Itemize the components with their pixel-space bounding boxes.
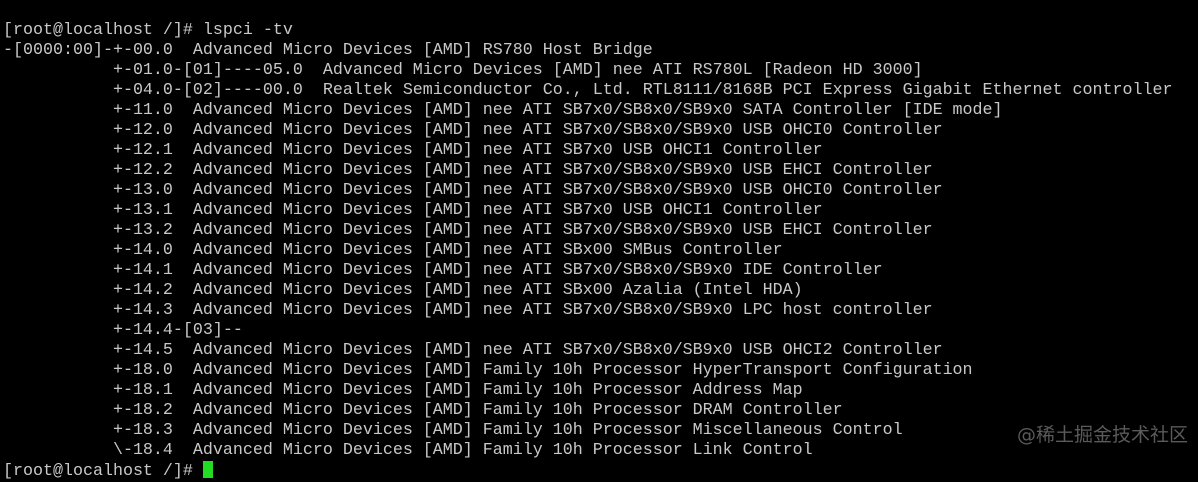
- output-line: +-18.1 Advanced Micro Devices [AMD] Fami…: [3, 381, 803, 400]
- output-line: +-14.5 Advanced Micro Devices [AMD] nee …: [3, 341, 943, 360]
- output-line: +-18.2 Advanced Micro Devices [AMD] Fami…: [3, 401, 843, 420]
- output-line: +-14.4-[03]--: [3, 321, 243, 340]
- output-line: +-11.0 Advanced Micro Devices [AMD] nee …: [3, 101, 1003, 120]
- shell-prompt: [root@localhost /]#: [3, 462, 203, 481]
- output-line: +-14.2 Advanced Micro Devices [AMD] nee …: [3, 281, 803, 300]
- watermark: @稀土掘金技术社区: [1016, 424, 1188, 446]
- output-line: +-13.1 Advanced Micro Devices [AMD] nee …: [3, 201, 823, 220]
- text-cursor: [202, 461, 213, 478]
- terminal-output[interactable]: [root@localhost /]# lspci -tv -[0000:00]-…: [3, 21, 1172, 481]
- output-line: +-04.0-[02]----00.0 Realtek Semiconducto…: [3, 81, 1173, 100]
- output-line: +-13.0 Advanced Micro Devices [AMD] nee …: [3, 181, 943, 200]
- command-line: [root@localhost /]# lspci -tv: [3, 21, 293, 40]
- output-line: +-01.0-[01]----05.0 Advanced Micro Devic…: [3, 61, 923, 80]
- prompt-line[interactable]: [root@localhost /]#: [3, 461, 1172, 481]
- output-line: +-13.2 Advanced Micro Devices [AMD] nee …: [3, 221, 933, 240]
- output-line: +-14.0 Advanced Micro Devices [AMD] nee …: [3, 241, 783, 260]
- output-line: \-18.4 Advanced Micro Devices [AMD] Fami…: [3, 441, 813, 460]
- output-line: +-18.0 Advanced Micro Devices [AMD] Fami…: [3, 361, 973, 380]
- output-line: +-12.1 Advanced Micro Devices [AMD] nee …: [3, 141, 823, 160]
- output-line: -[0000:00]-+-00.0 Advanced Micro Devices…: [3, 41, 653, 60]
- output-line: +-14.1 Advanced Micro Devices [AMD] nee …: [3, 261, 883, 280]
- output-line: +-12.2 Advanced Micro Devices [AMD] nee …: [3, 161, 933, 180]
- output-line: +-18.3 Advanced Micro Devices [AMD] Fami…: [3, 421, 903, 440]
- output-line: +-14.3 Advanced Micro Devices [AMD] nee …: [3, 301, 933, 320]
- output-line: +-12.0 Advanced Micro Devices [AMD] nee …: [3, 121, 943, 140]
